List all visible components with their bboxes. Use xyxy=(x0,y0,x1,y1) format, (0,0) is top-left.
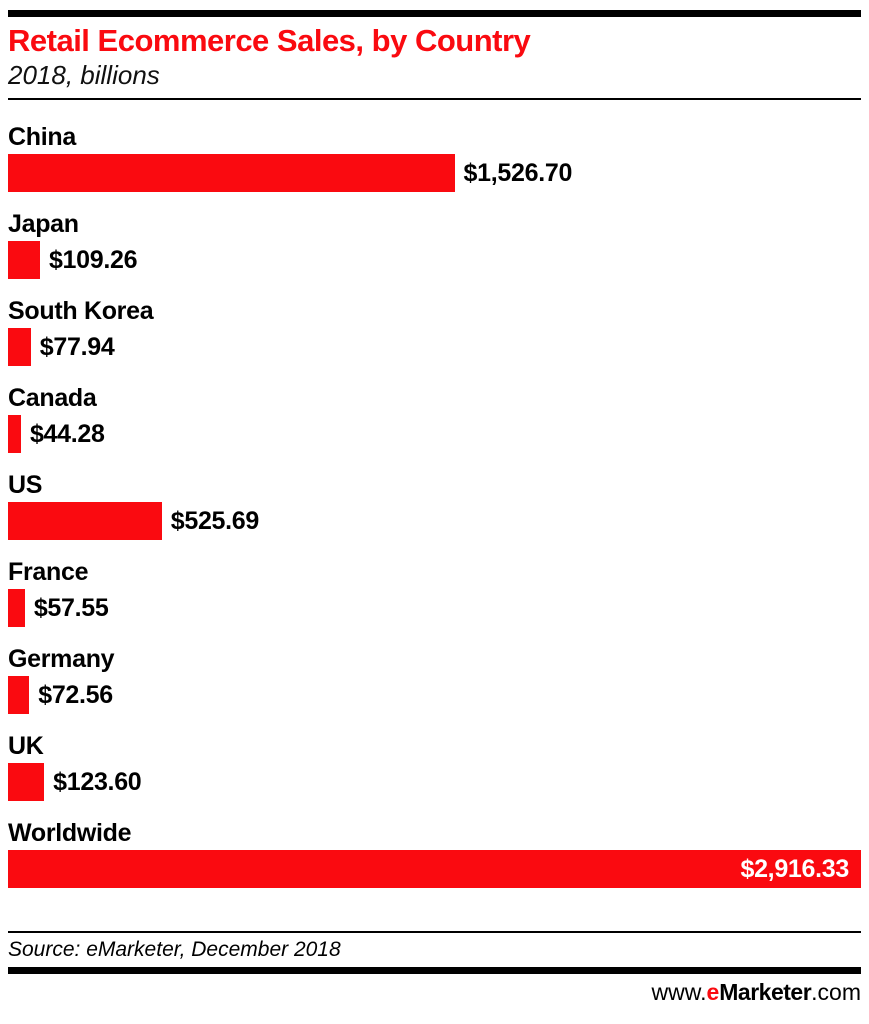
value-label: $44.28 xyxy=(29,419,105,448)
bar xyxy=(8,328,31,366)
bar-line: $109.26 xyxy=(8,241,861,279)
value-label: $1,526.70 xyxy=(463,158,573,187)
value-label: $525.69 xyxy=(170,506,260,535)
logo-marketer: Marketer xyxy=(719,979,812,1005)
emarketer-logo: www.eMarketer.com xyxy=(8,978,861,1006)
chart-row: China $1,526.70 xyxy=(8,123,861,192)
chart-title: Retail Ecommerce Sales, by Country xyxy=(8,23,531,58)
bar xyxy=(8,589,25,627)
bar-chart: China $1,526.70 Japan $109.26 South Korea $77… xyxy=(8,123,861,888)
bar-line: $525.69 xyxy=(8,502,861,540)
value-label: $2,916.33 xyxy=(740,854,849,883)
value-label: $72.56 xyxy=(38,680,113,709)
bar xyxy=(8,415,21,453)
category-label: Canada xyxy=(8,384,97,412)
category-label: China xyxy=(8,123,76,151)
bar-line: $72.56 xyxy=(8,676,861,714)
value-label: $77.94 xyxy=(39,332,115,361)
logo-www: www. xyxy=(651,979,707,1005)
bar-line: $123.60 xyxy=(8,763,861,801)
bar xyxy=(8,763,45,801)
bar xyxy=(8,502,162,540)
chart-row: UK $123.60 xyxy=(8,732,861,801)
bar-line: $44.28 xyxy=(8,415,861,453)
chart-row: Canada $44.28 xyxy=(8,384,861,453)
bar-line: $57.55 xyxy=(8,589,861,627)
logo-com: .com xyxy=(811,979,861,1005)
category-label: Worldwide xyxy=(8,819,132,847)
value-label: $57.55 xyxy=(33,593,109,622)
category-label: South Korea xyxy=(8,297,154,325)
bar-line: $2,916.33 xyxy=(8,850,861,888)
chart-row: Japan $109.26 xyxy=(8,210,861,279)
footer-divider xyxy=(8,931,861,933)
chart-subtitle: 2018, billions xyxy=(8,60,160,90)
chart-row: South Korea $77.94 xyxy=(8,297,861,366)
bar-line: $1,526.70 xyxy=(8,154,861,192)
chart-row: Germany $72.56 xyxy=(8,645,861,714)
chart-row: US $525.69 xyxy=(8,471,861,540)
value-label: $123.60 xyxy=(53,767,142,796)
source-note: Source: eMarketer, December 2018 xyxy=(8,938,341,961)
category-label: Japan xyxy=(8,210,79,238)
chart-row: France $57.55 xyxy=(8,558,861,627)
category-label: France xyxy=(8,558,89,586)
category-label: Germany xyxy=(8,645,115,673)
chart-footer: Source: eMarketer, December 2018 www.eMa… xyxy=(8,931,861,1006)
footer-rule xyxy=(8,967,861,974)
value-label: $109.26 xyxy=(48,245,138,274)
chart-row: Worldwide $2,916.33 xyxy=(8,819,861,888)
bar xyxy=(8,241,40,279)
logo-e: e xyxy=(706,979,720,1005)
category-label: US xyxy=(8,471,43,499)
bar-line: $77.94 xyxy=(8,328,861,366)
category-label: UK xyxy=(8,732,44,760)
header-divider xyxy=(8,98,861,100)
bar: $2,916.33 xyxy=(8,850,861,888)
top-rule xyxy=(8,10,861,17)
bar xyxy=(8,676,30,714)
bar xyxy=(8,154,455,192)
